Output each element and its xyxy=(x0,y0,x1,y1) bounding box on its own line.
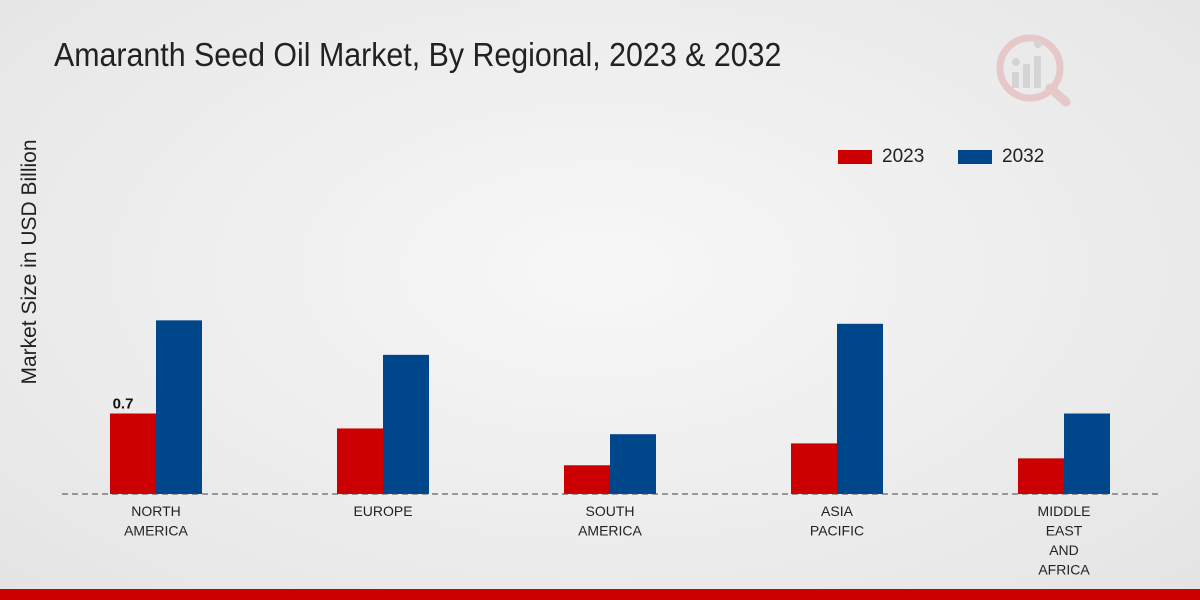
x-tick-label-4: MIDDLE EAST AND AFRICA xyxy=(1038,503,1091,578)
chart-title: Amaranth Seed Oil Market, By Regional, 2… xyxy=(54,36,782,73)
bar-2032-2 xyxy=(610,434,656,494)
x-tick-label-3: ASIA PACIFIC xyxy=(810,503,864,539)
x-tick-label-0: NORTH AMERICA xyxy=(124,503,188,539)
bar-2023-4 xyxy=(1018,458,1064,494)
data-label-0: 0.7 xyxy=(113,396,134,413)
bar-2032-4 xyxy=(1064,413,1110,494)
legend-label-2032: 2032 xyxy=(1002,146,1045,167)
brand-logo-icon xyxy=(996,34,1071,107)
x-tick-label-2: SOUTH AMERICA xyxy=(578,503,642,539)
bar-2032-1 xyxy=(383,354,429,494)
footer-bar xyxy=(0,589,1200,600)
bar-2023-1 xyxy=(337,428,383,494)
bar-2023-2 xyxy=(564,465,610,494)
bar-2023-3 xyxy=(791,443,837,494)
bar-2032-3 xyxy=(837,323,883,494)
legend-label-2023: 2023 xyxy=(882,146,925,167)
bar-2023-0 xyxy=(110,413,156,494)
legend-swatch-2023 xyxy=(838,150,872,164)
legend-swatch-2032 xyxy=(958,150,992,164)
bar-2032-0 xyxy=(156,320,202,494)
x-tick-label-1: EUROPE xyxy=(353,503,412,519)
